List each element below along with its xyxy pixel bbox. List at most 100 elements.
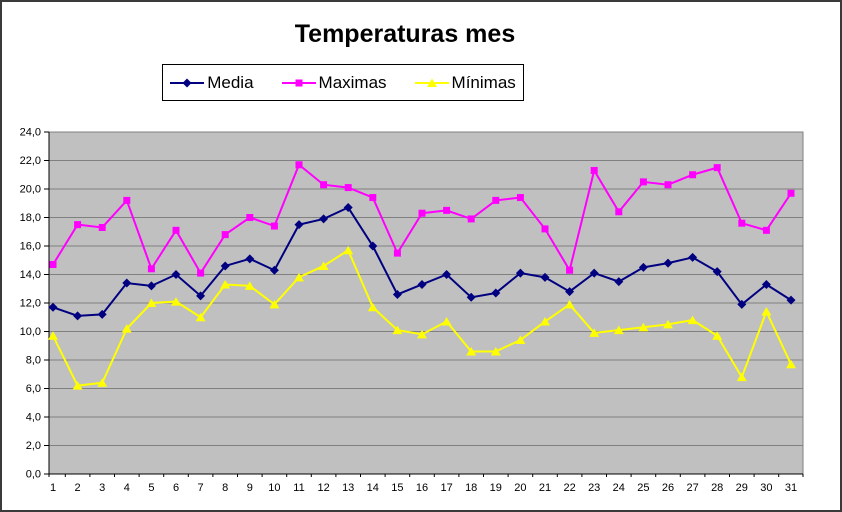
data-point-marker [761, 279, 771, 289]
data-point-marker [615, 208, 623, 216]
y-tick-label: 0,0 [26, 469, 41, 481]
data-point-marker [664, 181, 672, 189]
data-point-marker [294, 272, 304, 282]
data-point-marker [221, 231, 229, 239]
y-tick-label: 14,0 [20, 269, 41, 281]
x-axis: 1 2 3 4 5 6 7 8 9 10 11 12 13 14 15 16 17 18 19 20 21 22 23 24 2… [48, 474, 804, 494]
data-point-marker [392, 325, 403, 335]
x-tick-label: 18 [465, 482, 477, 494]
x-tick-label: 12 [317, 482, 329, 494]
y-tick-label: 2,0 [26, 440, 41, 452]
data-point-marker [515, 335, 526, 345]
data-point-marker [98, 223, 106, 231]
x-tick-label: 25 [637, 482, 649, 494]
maximas-series-swatch-icon [281, 79, 316, 86]
x-tick-label: 13 [342, 482, 354, 494]
x-tick-label: 2 [75, 482, 81, 494]
data-point-marker [122, 278, 132, 288]
x-tick-label: 1 [50, 482, 56, 494]
data-point-marker [123, 196, 131, 204]
data-point-marker [197, 269, 205, 277]
data-point-marker [49, 261, 57, 269]
data-point-marker [614, 277, 624, 287]
x-tick-label: 16 [416, 482, 428, 494]
data-point-marker [541, 225, 549, 233]
data-point-marker [786, 359, 796, 369]
x-tick-label: 15 [391, 482, 403, 494]
x-tick-label: 30 [760, 482, 772, 494]
data-point-marker [244, 281, 255, 290]
data-point-marker [48, 302, 58, 312]
data-point-marker [490, 346, 501, 356]
data-point-marker [269, 299, 280, 309]
data-point-marker [443, 206, 451, 214]
series-maximas [49, 161, 795, 277]
data-point-marker [738, 219, 746, 227]
data-point-marker [761, 307, 772, 316]
legend-item-maximas: Maximas [281, 73, 387, 93]
data-point-marker [712, 331, 723, 340]
series-mínimas [48, 245, 796, 390]
x-tick-label: 24 [613, 482, 625, 494]
data-point-marker [121, 324, 132, 333]
data-point-marker [713, 164, 721, 172]
x-tick-label: 28 [711, 482, 723, 494]
y-tick-label: 20,0 [20, 184, 41, 196]
data-point-marker [320, 181, 328, 189]
data-point-marker [515, 268, 525, 278]
minimas-series-swatch-icon [414, 78, 449, 87]
y-tick-label: 24,0 [20, 127, 41, 139]
data-point-marker [491, 288, 501, 298]
x-tick-label: 4 [124, 482, 130, 494]
x-tick-label: 7 [198, 482, 204, 494]
data-point-marker [246, 214, 254, 221]
data-point-marker [182, 78, 192, 87]
data-point-marker [220, 261, 230, 271]
chart-title: Temperaturas mes [294, 20, 516, 48]
data-point-marker [638, 322, 649, 332]
data-point-marker [564, 299, 575, 309]
data-point-marker [786, 295, 796, 305]
data-point-marker [565, 287, 575, 297]
data-point-marker [613, 325, 624, 335]
data-point-marker [712, 267, 722, 277]
y-tick-label: 12,0 [20, 298, 41, 310]
data-point-marker [319, 214, 329, 224]
data-point-marker [467, 215, 475, 223]
data-point-marker [442, 270, 452, 279]
data-point-marker [171, 270, 181, 279]
data-point-marker [663, 319, 673, 329]
data-point-marker [540, 272, 550, 282]
data-point-marker [590, 166, 598, 174]
data-point-marker [172, 226, 180, 234]
data-point-marker [195, 312, 206, 322]
data-point-marker [196, 291, 206, 301]
legend: Media Maximas Mínimas [162, 64, 524, 101]
x-tick-label: 29 [736, 482, 748, 494]
data-point-marker [147, 265, 155, 273]
data-point-marker [639, 178, 647, 186]
x-tick-label: 11 [293, 482, 304, 494]
data-point-marker [245, 254, 255, 264]
data-point-marker [466, 292, 476, 302]
legend-label-media: Media [207, 72, 254, 92]
data-point-marker [318, 261, 329, 270]
data-point-marker [426, 78, 437, 87]
data-point-marker [343, 203, 353, 213]
data-point-marker [270, 222, 278, 230]
x-tick-label: 31 [785, 482, 797, 494]
x-tick-label: 10 [268, 482, 280, 494]
y-tick-label: 4,0 [26, 412, 41, 424]
x-tick-label: 3 [99, 482, 105, 494]
data-point-marker [369, 194, 377, 202]
data-point-marker [97, 378, 108, 387]
data-point-marker [787, 189, 795, 197]
legend-item-minimas: Mínimas [414, 73, 516, 93]
y-axis: 0,0 2,0 4,0 6,0 8,0 10,0 12,0 14,0 16,0 18,0 20,0 2… [20, 127, 49, 481]
x-tick-label: 14 [367, 482, 379, 494]
data-point-marker [492, 196, 500, 204]
data-point-marker [466, 346, 477, 356]
x-tick-label: 19 [490, 482, 502, 494]
